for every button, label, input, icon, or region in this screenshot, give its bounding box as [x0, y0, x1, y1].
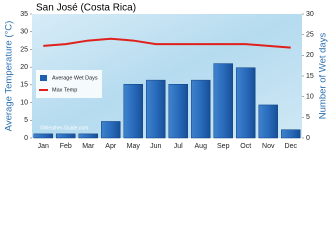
bar	[56, 133, 76, 139]
bar	[146, 79, 166, 139]
bar	[236, 67, 256, 139]
x-tick-label: Jun	[150, 143, 161, 150]
bar	[213, 63, 233, 139]
y2-tick-label: 15	[306, 73, 314, 80]
y-tick-label: 5	[24, 117, 28, 124]
y2-tick-label: 0	[306, 135, 310, 142]
x-tick-label: Dec	[285, 143, 298, 150]
bar	[33, 133, 53, 139]
x-tick-label: Sep	[217, 143, 230, 150]
y-tick-label: 10	[20, 99, 28, 106]
bar	[123, 84, 143, 139]
bar	[191, 79, 211, 139]
y2-tick-label: 10	[306, 94, 314, 101]
y-tick-label: 0	[24, 135, 28, 142]
x-tick-label: Mar	[82, 143, 95, 150]
y-tick-label: 35	[20, 11, 28, 18]
watermark: ©Weather-Guide.com	[40, 124, 88, 131]
y-tick-label: 15	[20, 82, 28, 89]
chart: San José (Costa Rica) Average Temperatur…	[3, 2, 329, 150]
x-tick-label: Feb	[60, 143, 72, 150]
bar	[281, 129, 301, 139]
y2-tick-label: 5	[306, 114, 310, 121]
chart-title: San José (Costa Rica)	[36, 3, 136, 14]
x-tick-label: Nov	[262, 143, 275, 150]
bar	[78, 133, 98, 139]
x-tick-label: Apr	[105, 143, 117, 150]
y2-axis-title: Number of Wet days	[318, 33, 329, 120]
bar	[258, 104, 278, 139]
x-tick-label: Jul	[174, 143, 183, 150]
x-tick-label: May	[127, 143, 141, 150]
y2-tick-label: 20	[306, 52, 314, 59]
x-tick-label: Aug	[195, 143, 208, 150]
x-tick-label: Jan	[38, 143, 49, 150]
y-tick-label: 20	[20, 64, 28, 71]
legend-label: Max Temp	[52, 87, 77, 93]
y2-tick-label: 25	[306, 32, 314, 39]
y-tick-label: 25	[20, 46, 28, 53]
bar	[168, 84, 188, 139]
line	[43, 37, 291, 49]
y2-tick-label: 30	[306, 11, 314, 18]
bar	[101, 121, 121, 139]
legend-swatch	[40, 75, 47, 81]
legend-label: Average Wet Days	[52, 75, 98, 81]
y-tick-label: 30	[20, 29, 28, 36]
legend-box	[36, 70, 102, 98]
y-axis-title: Average Temperature (°C)	[4, 21, 15, 132]
x-tick-label: Oct	[240, 143, 251, 150]
